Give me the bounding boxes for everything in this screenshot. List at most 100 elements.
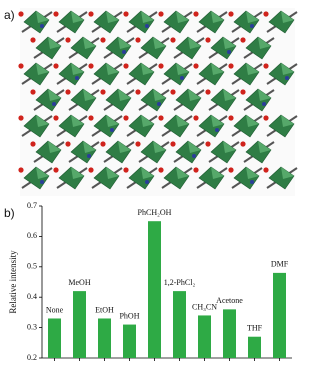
bar bbox=[223, 309, 236, 358]
category-label: Acetone bbox=[216, 296, 243, 305]
oxygen-atom bbox=[240, 37, 246, 43]
oxygen-atom bbox=[193, 115, 199, 121]
octahedron-face bbox=[153, 141, 166, 153]
nitrogen-atom bbox=[157, 102, 161, 106]
bar bbox=[248, 336, 261, 358]
octahedron-face bbox=[71, 11, 84, 23]
nitrogen-atom bbox=[227, 50, 231, 54]
oxygen-atom bbox=[158, 11, 164, 17]
category-label: 1,2-PhCl₂ bbox=[164, 278, 196, 287]
nitrogen-atom bbox=[145, 24, 149, 28]
octahedron-face bbox=[106, 115, 119, 127]
oxygen-atom bbox=[135, 89, 141, 95]
figure: a) b) Relative intensity 0.2 0.3 0.4 0.5 0.6… bbox=[4, 8, 298, 362]
octahedron-face bbox=[246, 115, 259, 127]
oxygen-atom bbox=[53, 167, 59, 173]
nitrogen-atom bbox=[87, 154, 91, 158]
octahedron-face bbox=[246, 167, 259, 179]
bar bbox=[273, 272, 286, 358]
octahedron-face bbox=[36, 63, 49, 75]
oxygen-atom bbox=[53, 63, 59, 69]
octahedron-face bbox=[71, 167, 84, 179]
octahedron-face bbox=[141, 167, 154, 179]
oxygen-atom bbox=[170, 141, 176, 147]
category-label: EtOH bbox=[95, 305, 114, 314]
category-label: PhCH₂OH bbox=[138, 208, 172, 217]
octahedron-face bbox=[176, 167, 189, 179]
crystal-structure bbox=[18, 8, 298, 196]
oxygen-atom bbox=[88, 63, 94, 69]
category-label: CH₃CN bbox=[192, 302, 217, 311]
octahedron-face bbox=[223, 89, 236, 101]
oxygen-atom bbox=[263, 115, 269, 121]
oxygen-atom bbox=[65, 37, 71, 43]
oxygen-atom bbox=[193, 11, 199, 17]
oxygen-atom bbox=[240, 141, 246, 147]
oxygen-atom bbox=[18, 115, 24, 121]
oxygen-atom bbox=[18, 63, 24, 69]
oxygen-atom bbox=[100, 141, 106, 147]
oxygen-atom bbox=[18, 167, 24, 173]
octahedron-face bbox=[141, 11, 154, 23]
oxygen-atom bbox=[100, 89, 106, 95]
octahedron-face bbox=[223, 37, 236, 49]
panel-label: a) bbox=[4, 8, 15, 22]
octahedron-face bbox=[36, 11, 49, 23]
oxygen-atom bbox=[158, 167, 164, 173]
octahedron-face bbox=[258, 141, 271, 153]
octahedron-face bbox=[71, 63, 84, 75]
octahedron-face bbox=[118, 141, 131, 153]
y-tick-label: 0.4 bbox=[27, 292, 37, 301]
octahedron-face bbox=[211, 115, 224, 127]
oxygen-atom bbox=[205, 37, 211, 43]
y-tick-label: 0.5 bbox=[27, 262, 37, 271]
octahedron-face bbox=[118, 89, 131, 101]
oxygen-atom bbox=[240, 89, 246, 95]
octahedron-face bbox=[48, 37, 61, 49]
y-tick-label: 0.7 bbox=[27, 201, 37, 210]
octahedron-face bbox=[223, 141, 236, 153]
bar bbox=[198, 315, 211, 358]
octahedron-face bbox=[153, 37, 166, 49]
nitrogen-atom bbox=[285, 76, 289, 80]
octahedron-face bbox=[188, 141, 201, 153]
category-label: THF bbox=[247, 324, 263, 333]
octahedron-face bbox=[176, 11, 189, 23]
octahedron-face bbox=[258, 89, 271, 101]
category-label: None bbox=[46, 305, 64, 314]
oxygen-atom bbox=[263, 167, 269, 173]
nitrogen-atom bbox=[180, 76, 184, 80]
octahedron-face bbox=[48, 141, 61, 153]
oxygen-atom bbox=[228, 11, 234, 17]
oxygen-atom bbox=[53, 11, 59, 17]
octahedron-face bbox=[71, 115, 84, 127]
octahedron-face bbox=[153, 89, 166, 101]
nitrogen-atom bbox=[110, 128, 114, 132]
octahedron-face bbox=[36, 115, 49, 127]
oxygen-atom bbox=[18, 11, 24, 17]
nitrogen-atom bbox=[262, 102, 266, 106]
nitrogen-atom bbox=[40, 180, 44, 184]
oxygen-atom bbox=[205, 141, 211, 147]
oxygen-atom bbox=[88, 167, 94, 173]
oxygen-atom bbox=[65, 89, 71, 95]
oxygen-atom bbox=[193, 63, 199, 69]
nitrogen-atom bbox=[250, 180, 254, 184]
octahedron-face bbox=[83, 141, 96, 153]
oxygen-atom bbox=[30, 141, 36, 147]
oxygen-atom bbox=[228, 63, 234, 69]
oxygen-atom bbox=[123, 11, 129, 17]
y-tick-label: 0.2 bbox=[27, 353, 37, 362]
nitrogen-atom bbox=[192, 154, 196, 158]
oxygen-atom bbox=[30, 89, 36, 95]
nitrogen-atom bbox=[122, 50, 126, 54]
oxygen-atom bbox=[65, 141, 71, 147]
category-label: MeOH bbox=[68, 278, 90, 287]
oxygen-atom bbox=[135, 37, 141, 43]
octahedron-face bbox=[281, 63, 294, 75]
octahedron-face bbox=[48, 89, 61, 101]
octahedron-face bbox=[211, 11, 224, 23]
bar bbox=[73, 291, 86, 358]
nitrogen-atom bbox=[250, 24, 254, 28]
category-label: DMF bbox=[271, 260, 289, 269]
